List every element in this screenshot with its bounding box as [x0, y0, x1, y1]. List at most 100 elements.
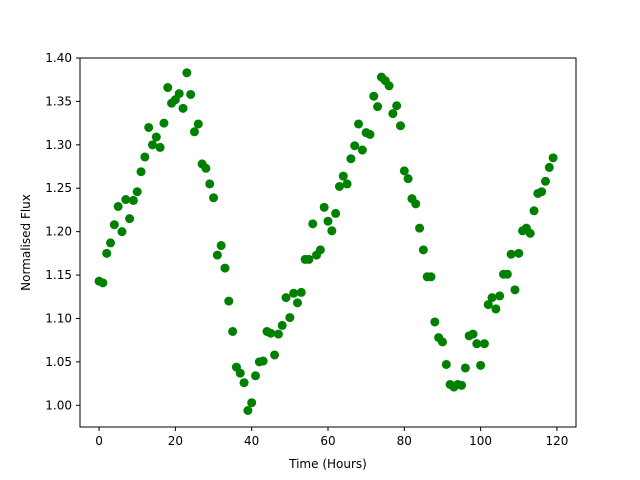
data-point — [468, 329, 478, 339]
data-point — [411, 199, 421, 209]
y-tick-label: 1.30 — [45, 138, 72, 152]
data-point — [247, 398, 257, 408]
data-point — [109, 220, 119, 230]
data-point — [251, 371, 261, 381]
data-point — [174, 89, 184, 99]
data-point — [548, 153, 558, 163]
data-point — [193, 119, 203, 129]
data-point — [369, 91, 379, 101]
y-tick-label: 1.15 — [45, 268, 72, 282]
data-point — [140, 152, 150, 162]
data-point — [529, 206, 539, 216]
data-point — [178, 103, 188, 113]
data-point — [479, 339, 489, 349]
data-point — [235, 368, 245, 378]
data-point — [388, 109, 398, 119]
data-point — [182, 68, 192, 78]
data-point — [418, 245, 428, 255]
data-point — [346, 154, 356, 164]
data-point — [430, 317, 440, 327]
data-point — [437, 337, 447, 347]
data-point — [128, 195, 138, 205]
data-point — [304, 254, 314, 264]
data-point — [258, 356, 268, 366]
data-point — [113, 201, 123, 211]
y-tick-label: 1.00 — [45, 398, 72, 412]
data-point — [334, 182, 344, 191]
y-tick-label: 1.25 — [45, 181, 72, 195]
data-point — [270, 350, 280, 360]
data-point — [331, 208, 341, 218]
x-tick-label: 80 — [397, 434, 412, 448]
data-point — [354, 119, 364, 129]
data-point — [273, 329, 283, 339]
y-tick-label: 1.35 — [45, 94, 72, 108]
data-point — [502, 269, 512, 279]
y-axis-label: Normalised Flux — [19, 194, 33, 291]
data-point — [159, 118, 169, 128]
data-point — [365, 129, 375, 139]
data-point — [136, 167, 146, 177]
data-point — [125, 214, 135, 224]
data-point — [308, 219, 318, 229]
data-point — [319, 202, 329, 212]
data-point — [243, 406, 253, 415]
data-point — [163, 83, 173, 93]
x-tick-label: 0 — [95, 434, 103, 448]
data-point — [216, 241, 226, 251]
data-point — [373, 102, 383, 112]
data-point — [209, 193, 219, 203]
data-point — [327, 226, 337, 236]
data-point — [292, 298, 302, 308]
data-point — [384, 81, 394, 91]
y-axis: 1.00 1.05 1.10 1.15 1.20 1.25 1.30 1.35 1.40 — [45, 51, 80, 412]
data-point — [342, 179, 352, 189]
data-point — [266, 328, 276, 338]
data-point — [121, 195, 131, 205]
data-point — [285, 313, 295, 323]
y-tick-label: 1.10 — [45, 311, 72, 325]
data-point — [415, 223, 425, 233]
data-point — [441, 359, 451, 369]
data-point — [350, 141, 360, 151]
data-point — [147, 140, 157, 150]
data-point — [239, 378, 249, 388]
data-point — [457, 380, 467, 390]
y-tick-label: 1.40 — [45, 51, 72, 65]
x-axis: 0 20 40 60 80 100 120 — [95, 427, 568, 448]
data-point — [220, 263, 230, 273]
data-point — [201, 163, 211, 173]
x-tick-label: 40 — [244, 434, 259, 448]
data-point — [212, 250, 222, 260]
data-point — [357, 145, 367, 155]
data-point — [399, 166, 409, 176]
data-point — [495, 291, 505, 301]
data-point — [460, 363, 470, 373]
data-point — [117, 227, 127, 237]
data-point — [155, 142, 165, 152]
data-point — [102, 248, 112, 258]
y-tick-label: 1.05 — [45, 355, 72, 369]
data-point — [476, 360, 486, 370]
data-point — [186, 89, 196, 99]
data-point — [487, 293, 497, 303]
data-point — [296, 287, 306, 297]
data-point — [392, 101, 402, 111]
x-tick-label: 120 — [545, 434, 568, 448]
data-point — [277, 320, 287, 330]
data-point — [403, 174, 413, 184]
data-point — [315, 245, 325, 255]
data-point — [338, 171, 348, 181]
data-point — [510, 285, 520, 295]
data-points — [94, 68, 558, 415]
data-point — [491, 304, 501, 314]
data-point — [483, 300, 493, 310]
data-point — [544, 162, 554, 172]
data-point — [144, 122, 154, 132]
data-point — [540, 176, 550, 186]
data-point — [525, 228, 535, 238]
data-point — [228, 326, 238, 336]
x-tick-label: 100 — [469, 434, 492, 448]
data-point — [506, 249, 516, 259]
